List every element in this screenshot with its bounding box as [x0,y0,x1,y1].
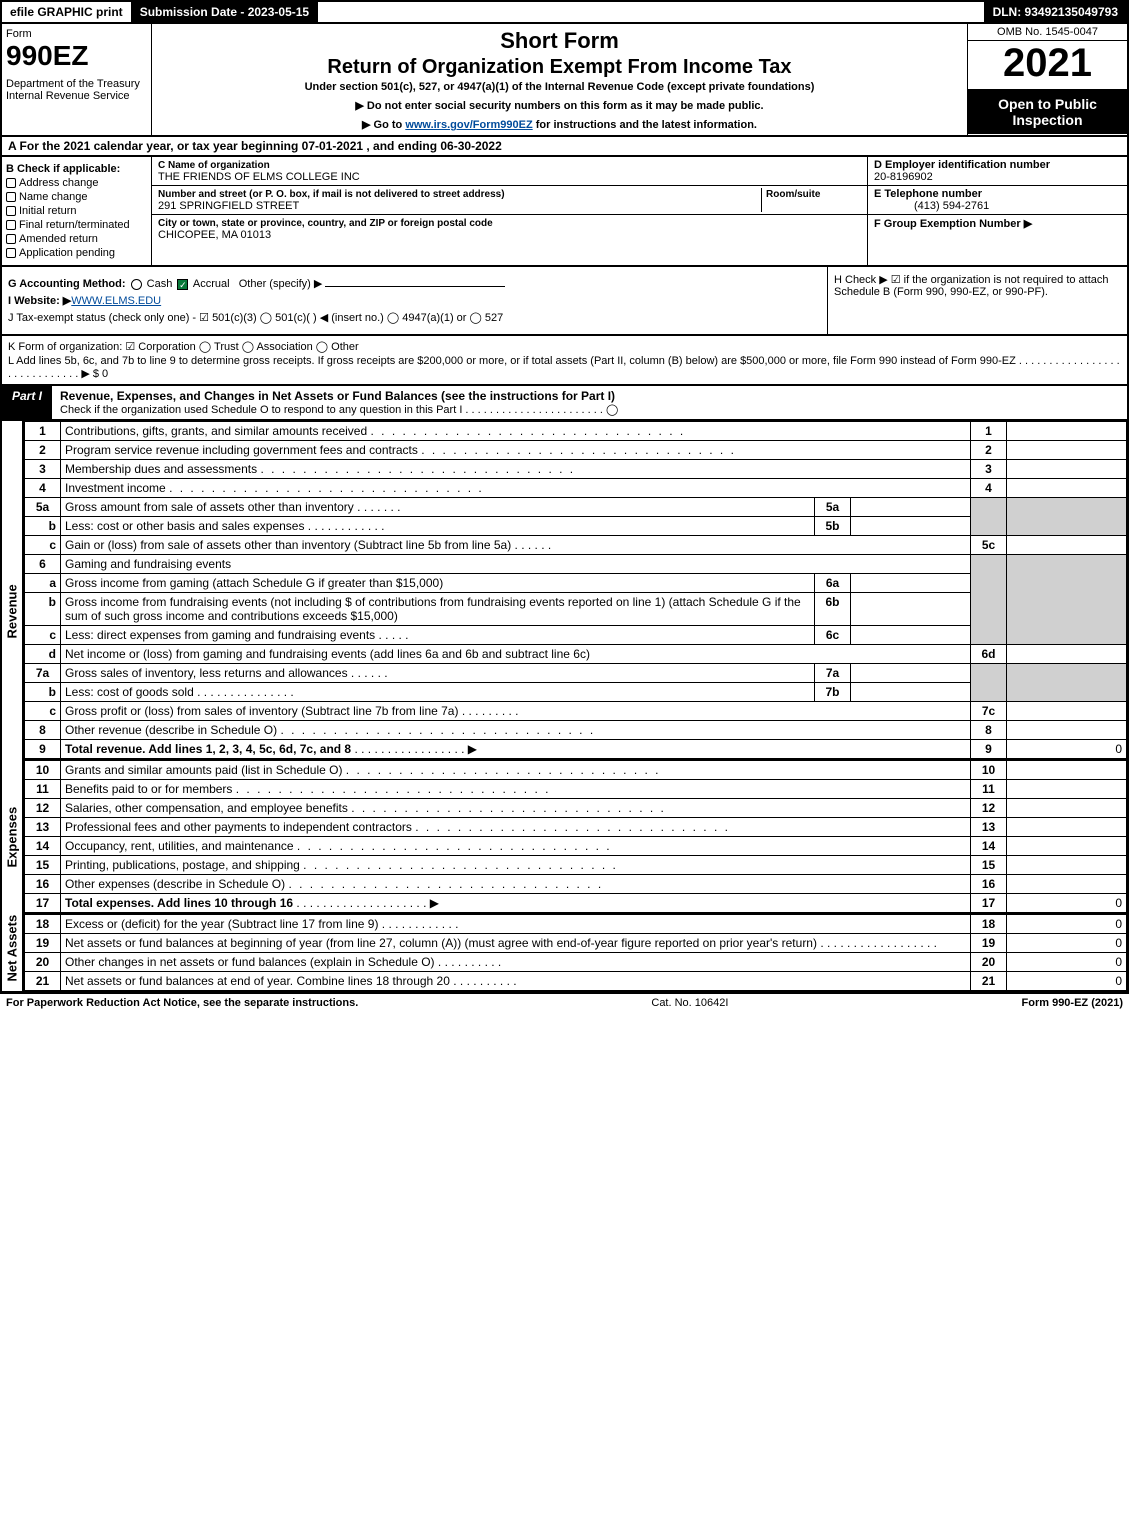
section-b: B Check if applicable: Address change Na… [2,157,152,265]
section-b-title: B Check if applicable: [6,163,120,175]
line-21: 21Net assets or fund balances at end of … [25,972,1127,991]
line-5b: bLess: cost or other basis and sales exp… [25,517,1127,536]
line-19: 19Net assets or fund balances at beginni… [25,934,1127,953]
expenses-section: Expenses 10Grants and similar amounts pa… [0,760,1129,914]
line-6c: cLess: direct expenses from gaming and f… [25,626,1127,645]
org-name: THE FRIENDS OF ELMS COLLEGE INC [158,171,360,183]
net-assets-side-label: Net Assets [2,914,24,991]
no-ssn-text: ▶ Do not enter social security numbers o… [160,99,959,112]
form-header: Form 990EZ Department of the Treasury In… [0,24,1129,137]
part-1-header: Part I Revenue, Expenses, and Changes in… [0,386,1129,421]
sections-b-through-f: B Check if applicable: Address change Na… [0,157,1129,267]
checkbox-initial-return[interactable]: Initial return [6,205,147,217]
dln-number: DLN: 93492135049793 [985,2,1127,22]
form-label: Form [6,28,147,40]
footer-left: For Paperwork Reduction Act Notice, see … [6,997,358,1009]
telephone-value: (413) 594-2761 [874,200,989,212]
sections-g-through-j: G Accounting Method: Cash ✓ Accrual Othe… [0,267,1129,336]
line-3: 3Membership dues and assessments 3 [25,460,1127,479]
return-title: Return of Organization Exempt From Incom… [160,56,959,79]
line-6b: bGross income from fundraising events (n… [25,593,1127,626]
under-section-text: Under section 501(c), 527, or 4947(a)(1)… [160,81,959,93]
ein-value: 20-8196902 [874,171,933,183]
group-exemption-label: F Group Exemption Number ▶ [874,218,1032,230]
line-15: 15Printing, publications, postage, and s… [25,856,1127,875]
radio-accrual[interactable]: ✓ [177,279,188,290]
org-name-label: C Name of organization [158,160,270,171]
efile-print-button[interactable]: efile GRAPHIC print [2,2,132,22]
checkbox-application-pending[interactable]: Application pending [6,247,147,259]
line-6: 6Gaming and fundraising events [25,555,1127,574]
submission-date: Submission Date - 2023-05-15 [132,2,318,22]
line-18: 18Excess or (deficit) for the year (Subt… [25,915,1127,934]
line-12: 12Salaries, other compensation, and empl… [25,799,1127,818]
city-state-zip: CHICOPEE, MA 01013 [158,229,271,241]
net-assets-section: Net Assets 18Excess or (deficit) for the… [0,914,1129,993]
header-center: Short Form Return of Organization Exempt… [152,24,967,135]
department-label: Department of the Treasury Internal Reve… [6,78,147,102]
line-2: 2Program service revenue including gover… [25,441,1127,460]
line-14: 14Occupancy, rent, utilities, and mainte… [25,837,1127,856]
room-suite-label: Room/suite [766,189,820,200]
section-a-tax-year: A For the 2021 calendar year, or tax yea… [0,137,1129,157]
section-c: C Name of organization THE FRIENDS OF EL… [152,157,867,265]
section-i: I Website: ▶WWW.ELMS.EDU [8,294,821,307]
omb-number: OMB No. 1545-0047 [968,24,1127,41]
line-17: 17Total expenses. Add lines 10 through 1… [25,894,1127,914]
section-g: G Accounting Method: Cash ✓ Accrual Othe… [8,277,821,290]
part-1-tab: Part I [2,386,52,419]
form-number: 990EZ [6,40,147,72]
line-5a: 5aGross amount from sale of assets other… [25,498,1127,517]
website-link[interactable]: WWW.ELMS.EDU [71,295,161,307]
short-form-title: Short Form [160,28,959,54]
part-1-subtitle: Check if the organization used Schedule … [60,403,618,416]
line-7a: 7aGross sales of inventory, less returns… [25,664,1127,683]
part-1-title: Revenue, Expenses, and Changes in Net As… [52,386,626,419]
line-6d: dNet income or (loss) from gaming and fu… [25,645,1127,664]
line-10: 10Grants and similar amounts paid (list … [25,761,1127,780]
section-l: L Add lines 5b, 6c, and 7b to line 9 to … [8,355,1121,380]
header-right: OMB No. 1545-0047 2021 Open to Public In… [967,24,1127,135]
city-label: City or town, state or province, country… [158,218,493,229]
line-1: 1Contributions, gifts, grants, and simil… [25,422,1127,441]
line-20: 20Other changes in net assets or fund ba… [25,953,1127,972]
section-h: H Check ▶ ☑ if the organization is not r… [827,267,1127,334]
section-j: J Tax-exempt status (check only one) - ☑… [8,311,821,324]
irs-link[interactable]: www.irs.gov/Form990EZ [405,119,532,131]
line-5c: cGain or (loss) from sale of assets othe… [25,536,1127,555]
expenses-side-label: Expenses [2,760,24,914]
checkbox-name-change[interactable]: Name change [6,191,147,203]
line-7c: cGross profit or (loss) from sales of in… [25,702,1127,721]
line-4: 4Investment income 4 [25,479,1127,498]
checkbox-final-return[interactable]: Final return/terminated [6,219,147,231]
open-to-public: Open to Public Inspection [968,90,1127,134]
sections-k-l: K Form of organization: ☑ Corporation ◯ … [0,336,1129,386]
line-11: 11Benefits paid to or for members 11 [25,780,1127,799]
checkbox-amended-return[interactable]: Amended return [6,233,147,245]
goto-text: ▶ Go to www.irs.gov/Form990EZ for instru… [160,118,959,131]
tax-year: 2021 [968,41,1127,90]
checkbox-address-change[interactable]: Address change [6,177,147,189]
line-7b: bLess: cost of goods sold . . . . . . . … [25,683,1127,702]
section-k: K Form of organization: ☑ Corporation ◯ … [8,340,1121,353]
line-8: 8Other revenue (describe in Schedule O) … [25,721,1127,740]
footer-center: Cat. No. 10642I [651,997,728,1009]
radio-cash[interactable] [131,279,142,290]
footer-right: Form 990-EZ (2021) [1022,997,1123,1009]
header-left: Form 990EZ Department of the Treasury In… [2,24,152,135]
line-16: 16Other expenses (describe in Schedule O… [25,875,1127,894]
revenue-section: Revenue 1Contributions, gifts, grants, a… [0,421,1129,760]
page-footer: For Paperwork Reduction Act Notice, see … [0,993,1129,1012]
line-9: 9Total revenue. Add lines 1, 2, 3, 4, 5c… [25,740,1127,760]
telephone-label: E Telephone number [874,188,982,200]
sections-d-e-f: D Employer identification number 20-8196… [867,157,1127,265]
revenue-side-label: Revenue [2,421,24,760]
street-address: 291 SPRINGFIELD STREET [158,200,299,212]
line-13: 13Professional fees and other payments t… [25,818,1127,837]
top-bar: efile GRAPHIC print Submission Date - 20… [0,0,1129,24]
line-6a: aGross income from gaming (attach Schedu… [25,574,1127,593]
ein-label: D Employer identification number [874,159,1050,171]
street-label: Number and street (or P. O. box, if mail… [158,189,505,200]
